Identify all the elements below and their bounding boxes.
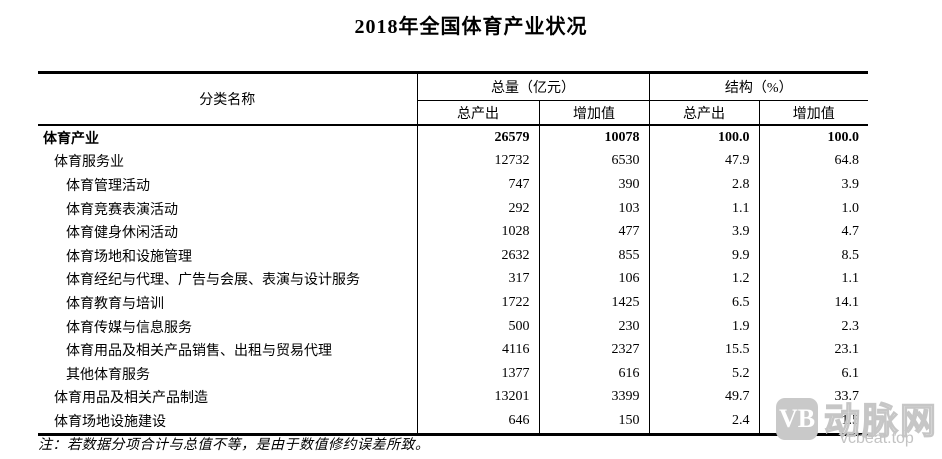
row-total-output: 2632: [416, 243, 539, 268]
row-total-output: 13201: [416, 385, 539, 410]
row-total-output: 646: [416, 409, 539, 435]
row-total-output: 500: [416, 314, 539, 339]
row-added-pct: 3.9: [758, 173, 869, 197]
row-added-value: 855: [538, 243, 649, 268]
row-output-pct: 5.2: [648, 361, 759, 386]
table-row: 体育服务业 12732 6530 47.9 64.8: [38, 149, 869, 174]
row-output-pct: 2.4: [648, 409, 759, 435]
row-output-pct: 6.5: [648, 291, 759, 315]
row-added-value: 150: [538, 409, 649, 435]
row-added-pct: 1.0: [758, 196, 869, 221]
row-category: 体育用品及相关产品制造: [54, 391, 208, 407]
row-added-pct: 6.1: [758, 361, 869, 386]
row-total-output: 292: [416, 196, 539, 221]
watermark: VB 动脉网 vcbeat.top: [774, 392, 942, 454]
row-added-value: 6530: [538, 149, 649, 174]
row-added-pct: 1.1: [758, 267, 869, 292]
row-category: 体育场地和设施管理: [66, 249, 192, 265]
row-category: 其他体育服务: [66, 367, 150, 383]
table-row: 体育产业 26579 10078 100.0 100.0: [38, 125, 869, 150]
row-category: 体育管理活动: [66, 178, 150, 194]
row-output-pct: 9.9: [648, 243, 759, 268]
row-added-value: 616: [538, 361, 649, 386]
table-row: 体育场地设施建设 646 150 2.4 1.5: [38, 409, 869, 435]
row-total-output: 26579: [416, 125, 539, 150]
row-added-pct: 64.8: [758, 149, 869, 174]
row-category: 体育产业: [43, 131, 99, 147]
row-output-pct: 1.2: [648, 267, 759, 292]
watermark-site-name: 动脉网: [823, 399, 939, 441]
row-added-value: 103: [538, 196, 649, 221]
table-row: 体育教育与培训 1722 1425 6.5 14.1: [38, 291, 869, 315]
row-added-value: 2327: [538, 338, 649, 362]
header-added-value-pct: 增加值: [758, 100, 869, 126]
row-output-pct: 100.0: [648, 125, 759, 150]
row-category: 体育经纪与代理、广告与会展、表演与设计服务: [66, 273, 360, 289]
header-total-output-amount: 总产出: [416, 100, 539, 126]
row-total-output: 747: [416, 173, 539, 197]
header-category: 分类名称: [38, 72, 417, 126]
row-added-value: 3399: [538, 385, 649, 410]
row-total-output: 1028: [416, 220, 539, 244]
row-added-value: 10078: [538, 125, 649, 150]
row-added-pct: 2.3: [758, 314, 869, 339]
table-row: 其他体育服务 1377 616 5.2 6.1: [38, 361, 869, 386]
row-output-pct: 1.1: [648, 196, 759, 221]
row-added-pct: 100.0: [758, 125, 869, 150]
table-row: 体育用品及相关产品销售、出租与贸易代理 4116 2327 15.5 23.1: [38, 338, 869, 362]
table-row: 体育用品及相关产品制造 13201 3399 49.7 33.7: [38, 385, 869, 410]
row-added-pct: 8.5: [758, 243, 869, 268]
footnote: 注：若数据分项合计与总值不等，是由于数值修约误差所致。: [38, 438, 430, 453]
row-category: 体育用品及相关产品销售、出租与贸易代理: [66, 344, 332, 360]
row-total-output: 12732: [416, 149, 539, 174]
table-row: 体育场地和设施管理 2632 855 9.9 8.5: [38, 243, 869, 268]
row-category: 体育健身休闲活动: [66, 226, 178, 242]
row-category: 体育教育与培训: [66, 296, 164, 312]
row-added-pct: 4.7: [758, 220, 869, 244]
vcbeat-logo-icon: VB: [776, 398, 818, 440]
row-added-value: 390: [538, 173, 649, 197]
row-output-pct: 47.9: [648, 149, 759, 174]
row-total-output: 317: [416, 267, 539, 292]
table-row: 体育管理活动 747 390 2.8 3.9: [38, 173, 869, 197]
header-total-output-pct: 总产出: [648, 100, 759, 126]
watermark-site-url: vcbeat.top: [840, 430, 914, 447]
row-output-pct: 2.8: [648, 173, 759, 197]
row-category: 体育传媒与信息服务: [66, 320, 192, 336]
header-sub-row: 总产出 增加值 总产出 增加值: [38, 100, 869, 126]
table-row: 体育传媒与信息服务 500 230 1.9 2.3: [38, 314, 869, 339]
header-group-structure: 结构（%）: [648, 72, 869, 101]
row-category: 体育场地设施建设: [54, 414, 166, 430]
row-added-value: 477: [538, 220, 649, 244]
row-added-value: 230: [538, 314, 649, 339]
row-output-pct: 3.9: [648, 220, 759, 244]
header-group-total: 总量（亿元）: [416, 72, 649, 101]
row-total-output: 1722: [416, 291, 539, 315]
row-category: 体育服务业: [54, 155, 124, 171]
row-output-pct: 49.7: [648, 385, 759, 410]
sports-industry-table: 分类名称 总量（亿元） 结构（%） 总产出 增加值 总产出 增加值 体育产业 2…: [38, 71, 869, 436]
row-added-pct: 23.1: [758, 338, 869, 362]
header-group-row: 分类名称 总量（亿元） 结构（%）: [38, 72, 869, 126]
row-added-value: 106: [538, 267, 649, 292]
row-total-output: 1377: [416, 361, 539, 386]
row-category: 体育竞赛表演活动: [66, 202, 178, 218]
row-added-pct: 14.1: [758, 291, 869, 315]
table-row: 体育经纪与代理、广告与会展、表演与设计服务 317 106 1.2 1.1: [38, 267, 869, 292]
row-added-value: 1425: [538, 291, 649, 315]
table-row: 体育健身休闲活动 1028 477 3.9 4.7: [38, 220, 869, 244]
row-output-pct: 15.5: [648, 338, 759, 362]
header-added-value-amount: 增加值: [538, 100, 649, 126]
data-table: 分类名称 总量（亿元） 结构（%） 总产出 增加值 总产出 增加值 体育产业 2…: [38, 71, 869, 436]
page-title: 2018年全国体育产业状况: [354, 16, 588, 38]
row-total-output: 4116: [416, 338, 539, 362]
row-output-pct: 1.9: [648, 314, 759, 339]
table-row: 体育竞赛表演活动 292 103 1.1 1.0: [38, 196, 869, 221]
